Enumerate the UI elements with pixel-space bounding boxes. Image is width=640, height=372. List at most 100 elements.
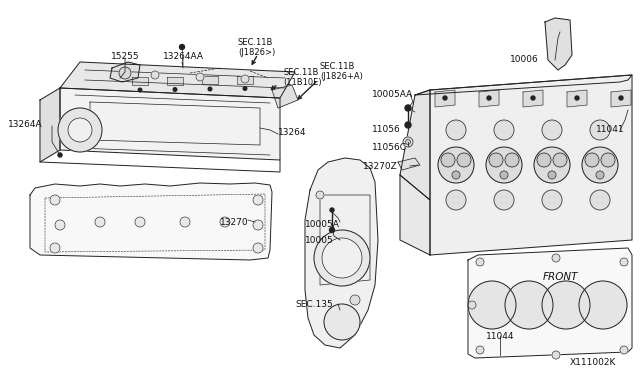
Text: 15255: 15255	[111, 52, 140, 61]
Text: (J1826>): (J1826>)	[238, 48, 275, 57]
Text: 13270Z: 13270Z	[363, 162, 397, 171]
Circle shape	[585, 153, 599, 167]
Circle shape	[253, 243, 263, 253]
Circle shape	[330, 208, 334, 212]
Text: (11B10E): (11B10E)	[283, 78, 322, 87]
Circle shape	[500, 171, 508, 179]
Circle shape	[180, 217, 190, 227]
Circle shape	[494, 120, 514, 140]
Polygon shape	[60, 62, 295, 98]
Circle shape	[405, 122, 411, 128]
Polygon shape	[400, 90, 430, 200]
Polygon shape	[305, 158, 378, 348]
Circle shape	[582, 147, 618, 183]
Polygon shape	[567, 90, 587, 107]
Text: 11044: 11044	[486, 332, 515, 341]
Text: 13270: 13270	[220, 218, 248, 227]
Text: 11041: 11041	[596, 125, 625, 134]
Circle shape	[552, 254, 560, 262]
Circle shape	[476, 258, 484, 266]
Text: 10006: 10006	[510, 55, 539, 64]
Circle shape	[55, 220, 65, 230]
Circle shape	[552, 351, 560, 359]
Circle shape	[620, 258, 628, 266]
Circle shape	[537, 153, 551, 167]
Text: FRONT: FRONT	[543, 272, 579, 282]
Circle shape	[243, 87, 247, 90]
Polygon shape	[398, 158, 420, 170]
Circle shape	[596, 171, 604, 179]
Polygon shape	[110, 62, 140, 82]
Polygon shape	[611, 90, 631, 107]
Circle shape	[50, 243, 60, 253]
Circle shape	[58, 153, 62, 157]
Circle shape	[95, 217, 105, 227]
Circle shape	[457, 153, 471, 167]
Polygon shape	[545, 18, 572, 70]
Polygon shape	[523, 90, 543, 107]
Circle shape	[534, 147, 570, 183]
Circle shape	[179, 45, 184, 49]
Polygon shape	[400, 175, 430, 255]
Text: 13264: 13264	[278, 128, 307, 137]
Circle shape	[253, 220, 263, 230]
Circle shape	[505, 153, 519, 167]
Circle shape	[446, 120, 466, 140]
Circle shape	[542, 190, 562, 210]
Circle shape	[590, 190, 610, 210]
Circle shape	[138, 88, 142, 92]
Circle shape	[553, 153, 567, 167]
Circle shape	[542, 281, 590, 329]
Circle shape	[406, 140, 410, 144]
Circle shape	[468, 281, 516, 329]
Text: 13264A: 13264A	[8, 120, 43, 129]
Polygon shape	[272, 85, 298, 108]
Circle shape	[220, 217, 230, 227]
Circle shape	[489, 153, 503, 167]
Text: 13264AA: 13264AA	[163, 52, 204, 61]
Text: 11056: 11056	[372, 125, 401, 134]
Circle shape	[330, 228, 335, 232]
Circle shape	[119, 67, 131, 79]
Circle shape	[405, 105, 411, 111]
Circle shape	[468, 301, 476, 309]
Circle shape	[253, 195, 263, 205]
Circle shape	[58, 108, 102, 152]
Circle shape	[443, 96, 447, 100]
Circle shape	[486, 147, 522, 183]
Circle shape	[590, 120, 610, 140]
Text: 11056C: 11056C	[372, 143, 407, 152]
Circle shape	[476, 346, 484, 354]
Circle shape	[350, 295, 360, 305]
Circle shape	[151, 71, 159, 79]
Circle shape	[316, 191, 324, 199]
Polygon shape	[167, 77, 183, 84]
Circle shape	[406, 106, 410, 110]
Text: SEC.11B: SEC.11B	[320, 62, 355, 71]
Circle shape	[542, 120, 562, 140]
Polygon shape	[60, 88, 280, 160]
Circle shape	[619, 96, 623, 100]
Circle shape	[50, 195, 60, 205]
Polygon shape	[468, 248, 632, 358]
Polygon shape	[479, 90, 499, 107]
Circle shape	[548, 171, 556, 179]
Text: 10005: 10005	[305, 236, 333, 245]
Circle shape	[452, 171, 460, 179]
Circle shape	[322, 238, 362, 278]
Circle shape	[438, 147, 474, 183]
Circle shape	[173, 88, 177, 91]
Circle shape	[579, 281, 627, 329]
Circle shape	[196, 73, 204, 81]
Circle shape	[324, 304, 360, 340]
Circle shape	[494, 190, 514, 210]
Circle shape	[208, 87, 212, 91]
Polygon shape	[415, 75, 632, 95]
Circle shape	[487, 96, 491, 100]
Text: SEC.11B: SEC.11B	[238, 38, 273, 47]
Text: 10005AA: 10005AA	[372, 90, 413, 99]
Circle shape	[68, 118, 92, 142]
Text: SEC.135: SEC.135	[295, 300, 333, 309]
Circle shape	[575, 96, 579, 100]
Polygon shape	[430, 75, 632, 255]
